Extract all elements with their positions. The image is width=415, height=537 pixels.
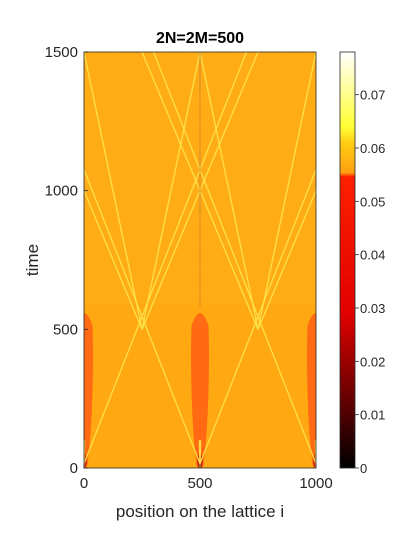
y-tick-label-3: 1500: [45, 44, 78, 61]
x-axis-ticks: 0 500 1000: [80, 464, 333, 492]
colorbar-ticks: 0 0.01 0.02 0.03 0.04 0.05 0.06 0.07: [355, 88, 385, 476]
wave-front-9: [152, 52, 316, 463]
wave-front-16: [84, 52, 143, 330]
lobe-2: [307, 313, 316, 468]
cb-tick-label-1: 0.01: [360, 408, 385, 423]
cb-tick-label-0: 0: [360, 461, 367, 476]
y-axis-label: time: [23, 244, 42, 276]
plot-area: [84, 52, 316, 468]
wave-front-6: [199, 440, 202, 468]
wave-front-19: [257, 52, 316, 330]
x-axis-label: position on the lattice i: [116, 502, 284, 521]
colorbar-gradient: [340, 52, 355, 468]
cb-tick-label-2: 0.02: [360, 354, 385, 369]
wave-front-15: [257, 188, 316, 330]
wave-front-12: [84, 188, 143, 330]
wave-front-7: [199, 167, 316, 463]
y-tick-label-0: 0: [70, 460, 78, 477]
cb-tick-label-4: 0.04: [360, 248, 385, 263]
x-tick-label-1: 500: [187, 475, 212, 492]
y-tick-label-2: 1000: [45, 183, 78, 200]
wave-front-18: [199, 52, 259, 330]
y-axis-ticks: 0 500 1000 1500: [45, 44, 88, 477]
colorbar-frame: [339, 51, 356, 469]
cb-tick-label-5: 0.05: [360, 194, 385, 209]
lobe-0: [84, 313, 93, 468]
x-tick-label-0: 0: [80, 475, 88, 492]
wave-front-5: [84, 167, 201, 463]
y-tick-label-1: 500: [53, 321, 78, 338]
wave-front-17: [141, 52, 201, 330]
colorbar: 0 0.01 0.02 0.03 0.04 0.05 0.06 0.07: [339, 51, 385, 476]
cb-tick-label-6: 0.06: [360, 141, 385, 156]
lobe-1: [191, 313, 209, 468]
cb-tick-label-3: 0.03: [360, 301, 385, 316]
chart-title: 2N=2M=500: [156, 30, 244, 47]
wave-fronts: [84, 52, 316, 468]
wave-front-3: [84, 52, 248, 463]
x-tick-label-2: 1000: [299, 475, 332, 492]
cb-tick-label-7: 0.07: [360, 88, 385, 103]
